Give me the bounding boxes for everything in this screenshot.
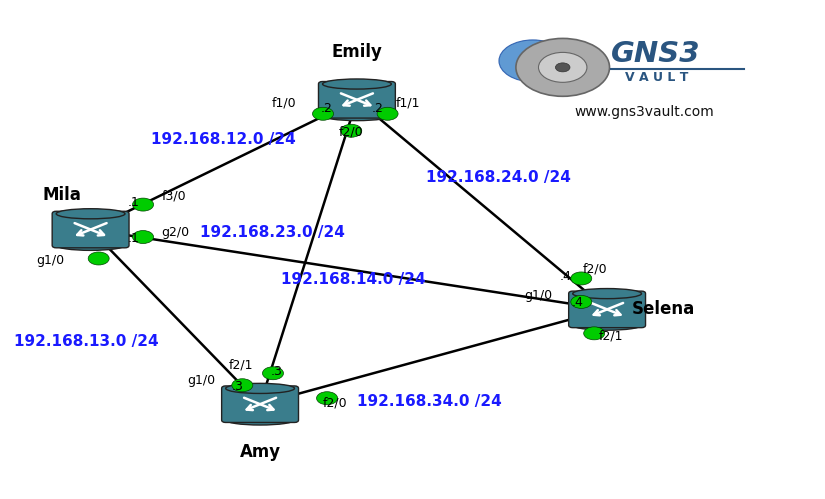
Circle shape <box>377 107 398 120</box>
Text: V A U L T: V A U L T <box>625 71 688 84</box>
Text: Mila: Mila <box>43 186 82 204</box>
Ellipse shape <box>56 241 125 250</box>
Ellipse shape <box>56 209 125 219</box>
Circle shape <box>232 379 252 392</box>
Text: .4: .4 <box>572 296 583 309</box>
Text: 192.168.12.0 /24: 192.168.12.0 /24 <box>151 132 296 147</box>
Circle shape <box>341 124 361 137</box>
Ellipse shape <box>573 288 642 298</box>
Circle shape <box>499 40 567 82</box>
Text: g1/0: g1/0 <box>187 374 215 387</box>
FancyBboxPatch shape <box>222 386 299 423</box>
Text: f3/0: f3/0 <box>162 189 186 202</box>
Text: f2/1: f2/1 <box>599 330 624 343</box>
Text: .1: .1 <box>127 196 139 209</box>
Text: f2/0: f2/0 <box>339 126 364 139</box>
Text: Emily: Emily <box>332 43 382 61</box>
Ellipse shape <box>226 383 295 393</box>
Circle shape <box>317 392 337 405</box>
Circle shape <box>88 252 109 265</box>
Text: .1: .1 <box>127 232 139 245</box>
Text: f2/1: f2/1 <box>229 359 253 372</box>
Text: f1/0: f1/0 <box>271 97 296 110</box>
Circle shape <box>516 38 610 96</box>
Text: 192.168.34.0 /24: 192.168.34.0 /24 <box>357 394 502 409</box>
FancyBboxPatch shape <box>52 211 129 248</box>
Circle shape <box>571 272 592 285</box>
Text: 192.168.24.0 /24: 192.168.24.0 /24 <box>426 170 571 185</box>
Text: g2/0: g2/0 <box>162 226 190 239</box>
Text: 192.168.13.0 /24: 192.168.13.0 /24 <box>14 334 159 349</box>
Text: Amy: Amy <box>239 443 280 461</box>
Circle shape <box>133 231 153 244</box>
Circle shape <box>539 52 587 82</box>
Circle shape <box>571 295 592 308</box>
Text: g1/0: g1/0 <box>36 254 65 267</box>
Ellipse shape <box>573 320 642 330</box>
Text: .2: .2 <box>372 102 384 115</box>
Ellipse shape <box>226 415 295 425</box>
Ellipse shape <box>323 111 391 121</box>
Text: .3: .3 <box>232 380 243 393</box>
Text: Selena: Selena <box>632 300 695 318</box>
Text: 192.168.23.0 /24: 192.168.23.0 /24 <box>200 225 345 240</box>
Text: GNS3: GNS3 <box>611 40 700 68</box>
Circle shape <box>262 367 284 380</box>
Circle shape <box>133 198 153 211</box>
Ellipse shape <box>323 79 391 89</box>
Text: 192.168.14.0 /24: 192.168.14.0 /24 <box>280 272 425 287</box>
Circle shape <box>584 327 605 340</box>
Text: www.gns3vault.com: www.gns3vault.com <box>575 105 714 119</box>
Text: .3: .3 <box>271 365 282 378</box>
Text: .2: .2 <box>321 102 332 115</box>
FancyBboxPatch shape <box>318 81 395 118</box>
Text: g1/0: g1/0 <box>524 289 552 302</box>
Circle shape <box>313 107 333 120</box>
FancyBboxPatch shape <box>568 291 645 328</box>
Circle shape <box>555 63 570 72</box>
Text: f2/0: f2/0 <box>323 397 347 410</box>
Text: f2/0: f2/0 <box>583 263 607 276</box>
Text: f1/1: f1/1 <box>396 97 420 110</box>
Text: .4: .4 <box>559 270 572 283</box>
